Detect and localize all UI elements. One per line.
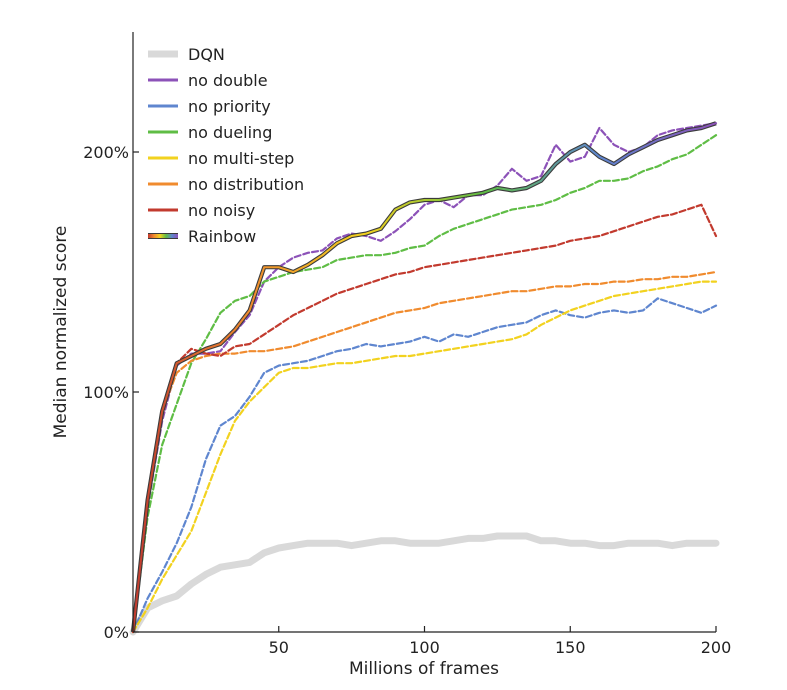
series-line-no-dueling — [131, 134, 718, 634]
legend-label-no-distribution: no distribution — [188, 175, 304, 194]
series-layer — [129, 121, 720, 636]
x-tick-label: 50 — [269, 638, 289, 657]
series-line-no-priority — [131, 297, 718, 634]
legend-label-dqn: DQN — [188, 45, 225, 64]
x-tick-label: 150 — [555, 638, 586, 657]
y-tick-label: 100% — [83, 383, 129, 402]
legend: DQN no double no priority no dueling no mult… — [148, 45, 304, 246]
x-axis-title: Millions of frames — [349, 659, 499, 679]
y-tick-label: 0% — [104, 623, 129, 642]
legend-label-no-double: no double — [188, 71, 268, 90]
series-line-rainbow — [132, 122, 717, 633]
y-axis-title: Median normalized score — [51, 226, 71, 439]
y-tick-label: 200% — [83, 143, 129, 162]
ticks: 50 100 150 200 0% 100% 200% — [83, 143, 731, 657]
series-line-no-noisy — [131, 203, 718, 634]
legend-label-no-multi-step: no multi-step — [188, 149, 294, 168]
series-line-no-double — [131, 122, 718, 634]
x-tick-label: 200 — [701, 638, 732, 657]
legend-label-no-dueling: no dueling — [188, 123, 272, 142]
legend-label-no-priority: no priority — [188, 97, 271, 116]
legend-label-no-noisy: no noisy — [188, 201, 255, 220]
legend-label-rainbow: Rainbow — [188, 227, 256, 246]
series-line-dqn — [129, 532, 720, 636]
series-line-no-multi-step — [131, 280, 718, 634]
x-tick-label: 100 — [409, 638, 440, 657]
legend-swatch-rainbow — [148, 234, 178, 238]
series-line-no-distribution — [131, 270, 718, 634]
